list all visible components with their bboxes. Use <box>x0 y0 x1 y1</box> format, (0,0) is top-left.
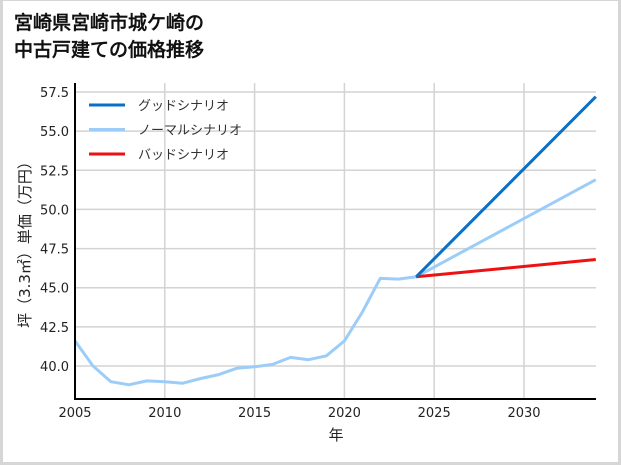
y-tick-label: 50.0 <box>40 203 69 218</box>
y-tick-labels: 40.0 42.5 45.0 47.5 50.0 52.5 55.0 57.5 <box>40 86 69 375</box>
x-tick-labels: 2005 2010 2015 2020 2025 2030 <box>58 406 540 421</box>
x-tick-label: 2005 <box>58 406 91 421</box>
x-tick-label: 2025 <box>418 406 451 421</box>
y-tick-label: 40.0 <box>40 360 69 375</box>
y-axis-label: 坪（3.3㎡）単価（万円） <box>16 154 34 328</box>
legend-label: ノーマルシナリオ <box>138 124 242 139</box>
y-tick-label: 57.5 <box>40 86 69 101</box>
chart-title: 宮崎県宮崎市城ケ崎の 中古戸建ての価格推移 <box>14 10 204 64</box>
x-tick-label: 2015 <box>238 406 271 421</box>
y-tick-label: 52.5 <box>40 164 69 179</box>
series-lines <box>73 95 597 387</box>
y-tick-label: 47.5 <box>40 243 69 258</box>
chart-title-line2: 中古戸建ての価格推移 <box>14 39 205 61</box>
series-line-1 <box>73 178 597 387</box>
series-line-0 <box>415 95 597 278</box>
y-tick-label: 55.0 <box>40 125 69 140</box>
x-tick-label: 2030 <box>507 406 540 421</box>
legend-label: バッドシナリオ <box>138 148 229 163</box>
y-tick-label: 45.0 <box>40 282 69 297</box>
axes <box>74 83 596 400</box>
chart-title-line1: 宮崎県宮崎市城ケ崎の <box>14 12 205 34</box>
x-tick-label: 2010 <box>148 406 181 421</box>
y-tick-label: 42.5 <box>40 321 69 336</box>
x-tick-label: 2020 <box>328 406 361 421</box>
series-line-2 <box>416 258 596 279</box>
legend-label: グッドシナリオ <box>138 99 229 114</box>
x-axis-label: 年 <box>328 426 343 444</box>
